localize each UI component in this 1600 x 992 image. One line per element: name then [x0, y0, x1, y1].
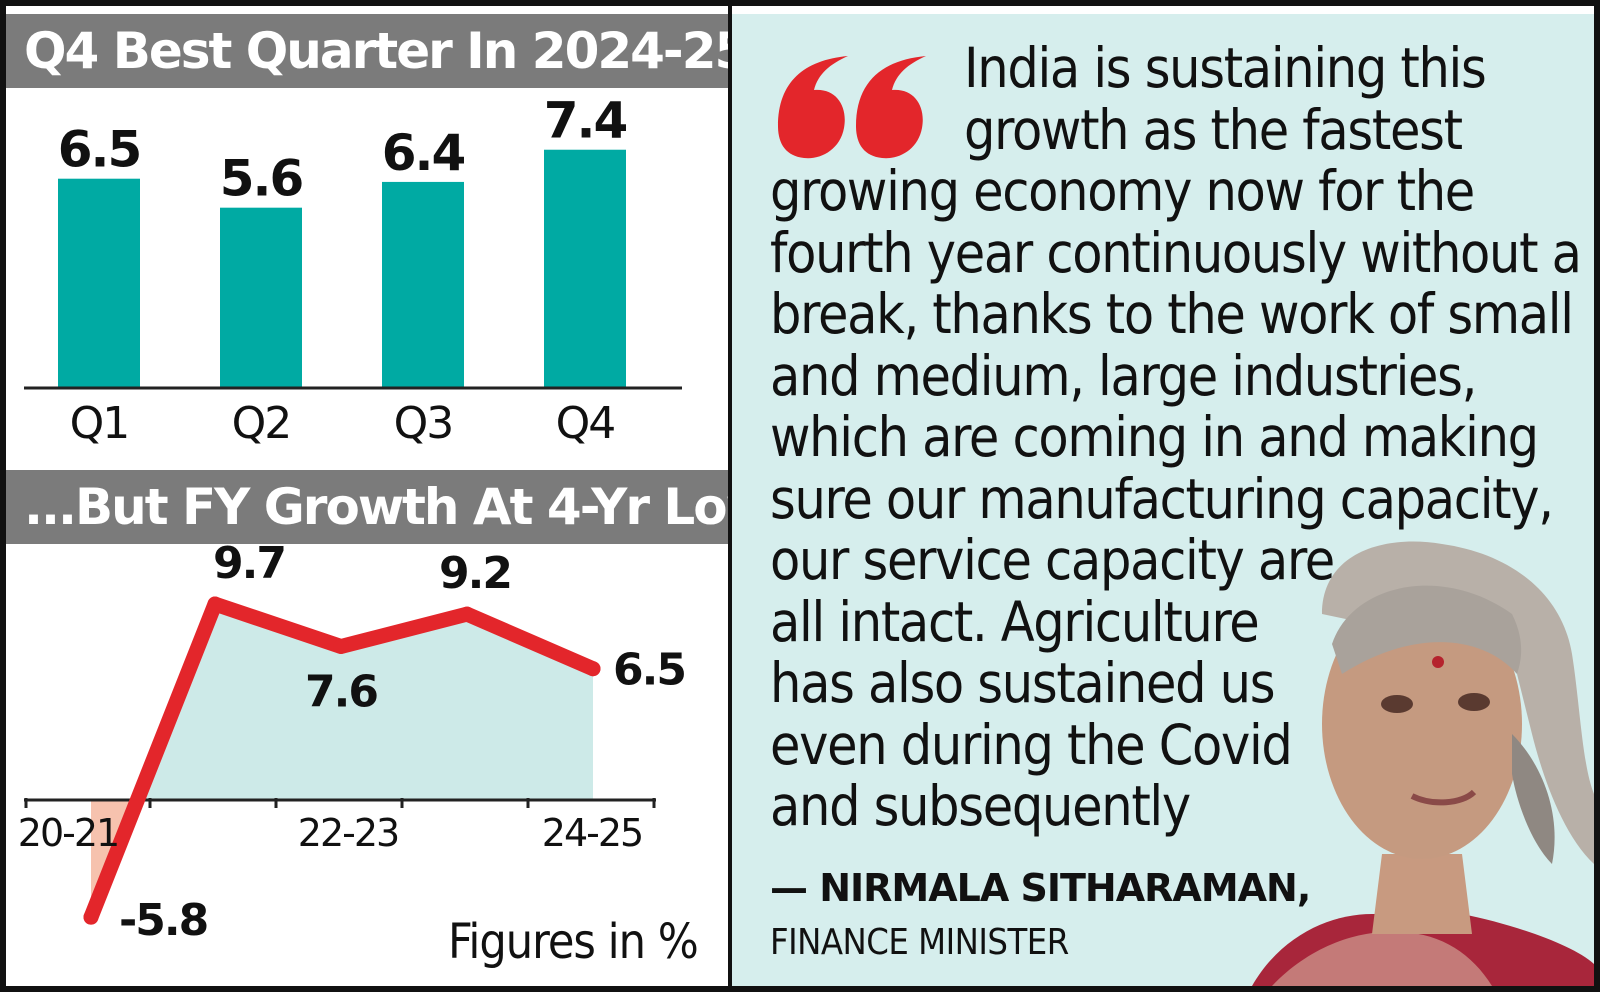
- point-value-label: 6.5: [613, 645, 685, 696]
- quote-line: even during the Covid: [770, 712, 1293, 777]
- point-value-label: 9.7: [213, 544, 285, 589]
- x-tick-label: Q3: [394, 398, 453, 449]
- data-point: [333, 638, 349, 654]
- data-point: [585, 661, 601, 677]
- bar-chart-title: Q4 Best Quarter In 2024-25...: [6, 14, 728, 88]
- bar-value-label: 6.4: [382, 124, 465, 182]
- x-tick-label: 22-23: [298, 811, 398, 855]
- x-tick-label: Q1: [70, 398, 129, 449]
- bar-value-label: 7.4: [544, 92, 627, 150]
- x-tick-label: 24-25: [542, 811, 642, 855]
- bar-q1: [58, 178, 140, 388]
- x-tick-label: Q4: [556, 398, 615, 449]
- point-value-label: -5.8: [119, 895, 207, 946]
- quote-author: — NIRMALA SITHARAMAN,: [770, 866, 1311, 910]
- line-chart: -5.8 9.7 7.6 9.2 6.5 20-21 22-23 24-25: [18, 544, 687, 946]
- quote-line: India is sustaining this: [964, 36, 1487, 100]
- portrait-image: [1252, 541, 1594, 986]
- quote-line: and subsequently: [770, 774, 1191, 838]
- data-point: [83, 909, 99, 925]
- quote-line: sure our manufacturing capacity,: [770, 466, 1554, 531]
- bar-q2: [220, 207, 302, 388]
- point-value-label: 7.6: [305, 666, 377, 717]
- quote-line: our service capacity are: [770, 528, 1335, 592]
- quote-line: has also sustained us: [770, 651, 1276, 715]
- x-tick-label: 20-21: [18, 811, 118, 855]
- quote-line: and medium, large industries,: [770, 343, 1477, 408]
- positive-area: [137, 604, 593, 800]
- bar-chart: 6.5 Q1 5.6 Q2 6.4 Q3 7.4 Q4: [24, 92, 682, 449]
- point-value-label: 9.2: [439, 548, 511, 599]
- quote-text: India is sustaining this growth as the fa…: [770, 36, 1582, 838]
- bar-value-label: 5.6: [220, 150, 303, 208]
- quote-mark-right-glyph: [856, 56, 926, 159]
- x-tick-label: Q2: [232, 398, 291, 449]
- quote-mark-icon: [778, 56, 926, 159]
- negative-area: [91, 800, 138, 918]
- quote-line: which are coming in and making: [770, 405, 1539, 469]
- units-note: Figures in %: [448, 914, 699, 970]
- quote-author-title: FINANCE MINISTER: [770, 922, 1069, 963]
- quote-line: fourth year continuously without a: [770, 220, 1582, 285]
- data-point: [207, 596, 223, 612]
- quote-line: growing economy now for the: [770, 159, 1475, 223]
- quote-line: all intact. Agriculture: [770, 589, 1260, 654]
- quote-mark-left-glyph: [778, 56, 848, 159]
- quote-panel: India is sustaining this growth as the fa…: [732, 14, 1594, 986]
- bar-q4: [544, 149, 626, 388]
- line-chart-title: ...But FY Growth At 4-Yr Low: [6, 470, 728, 544]
- bar-q3: [382, 181, 464, 388]
- quote-line: growth as the fastest: [964, 97, 1463, 162]
- data-point: [459, 606, 475, 622]
- bar-value-label: 6.5: [58, 121, 141, 179]
- quote-line: break, thanks to the work of small: [770, 282, 1574, 346]
- panel-divider: [728, 0, 732, 992]
